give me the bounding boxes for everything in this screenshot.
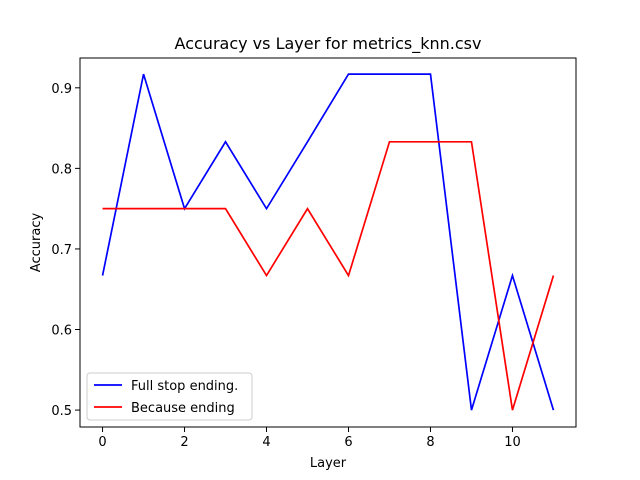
y-tick-label: 0.5 (51, 404, 72, 419)
legend-label-full-stop: Full stop ending. (131, 379, 238, 394)
chart-title: Accuracy vs Layer for metrics_knn.csv (175, 34, 482, 54)
x-tick-label: 8 (426, 435, 434, 450)
axis-ticks: 0 2 4 6 8 10 0.5 0.6 0.7 0.8 0.9 (51, 82, 520, 450)
axes-frame (79, 57, 577, 428)
x-tick-label: 10 (504, 435, 521, 450)
legend-label-because: Because ending (131, 401, 235, 416)
y-tick-label: 0.9 (51, 82, 72, 97)
y-tick-label: 0.7 (51, 243, 72, 258)
legend: Full stop ending. Because ending (86, 372, 253, 421)
x-tick-label: 4 (262, 435, 270, 450)
series-line-0 (101, 73, 555, 411)
x-tick-label: 2 (180, 435, 188, 450)
x-axis-label: Layer (310, 456, 347, 471)
y-tick-label: 0.6 (51, 324, 72, 339)
x-tick-label: 0 (98, 435, 106, 450)
series-line-1 (102, 140, 555, 411)
legend-box (86, 372, 253, 421)
y-tick-label: 0.8 (51, 162, 72, 177)
y-axis-label: Accuracy (29, 213, 44, 273)
plot-area (101, 73, 555, 411)
x-tick-label: 6 (344, 435, 352, 450)
